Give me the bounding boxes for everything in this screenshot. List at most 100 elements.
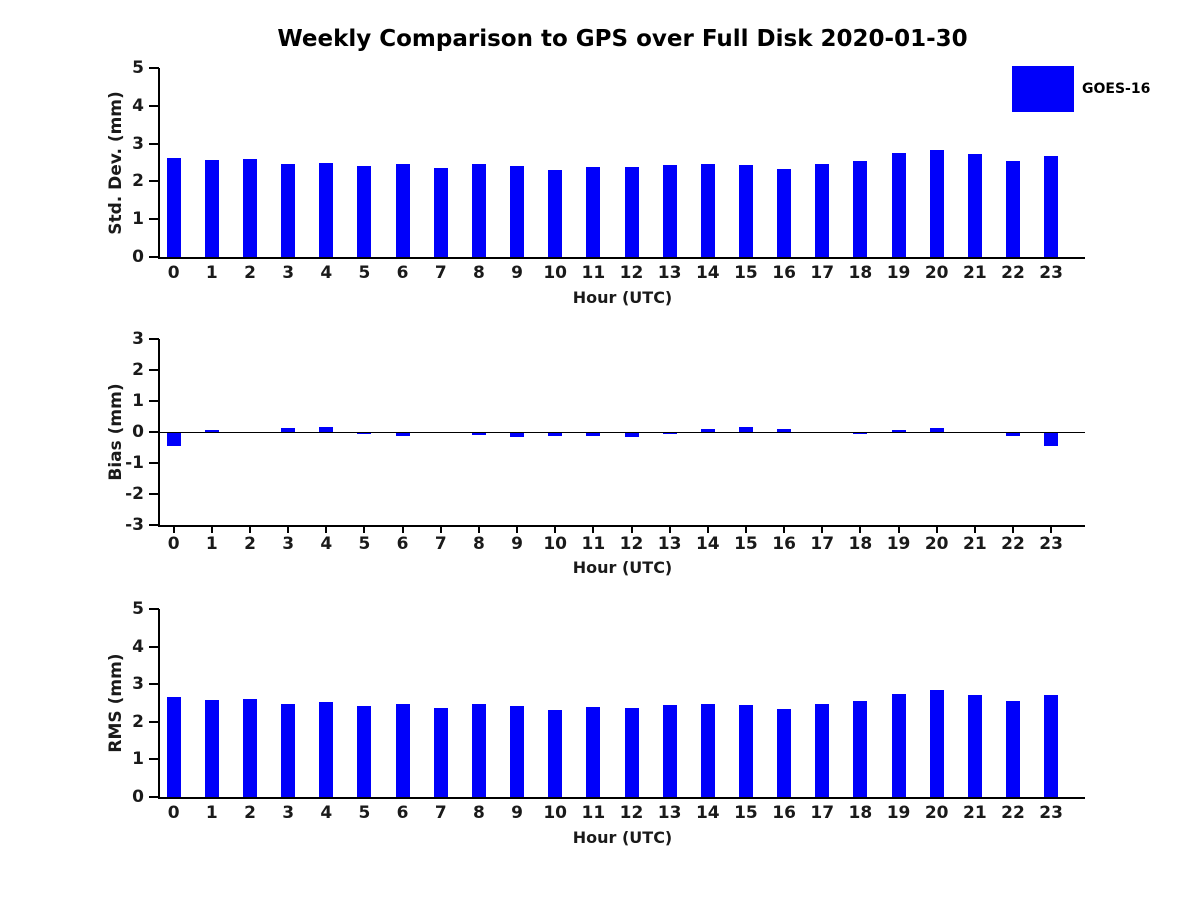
x-tick-label: 7 <box>434 534 447 554</box>
bar-hour-3 <box>281 164 296 257</box>
y-tick-label: 4 <box>132 636 144 657</box>
y-tick-label: 0 <box>132 787 144 807</box>
bar-hour-8 <box>471 704 486 797</box>
x-axis-spine <box>158 257 1085 259</box>
x-tick <box>401 527 404 533</box>
bar-hour-6 <box>395 432 410 436</box>
x-tick-label: 19 <box>886 263 911 283</box>
x-axis-spine <box>158 797 1085 799</box>
bar-hour-0 <box>166 696 181 797</box>
x-tick <box>859 527 862 533</box>
bar-hour-13 <box>662 705 677 797</box>
bar-hour-21 <box>967 694 982 797</box>
bar-hour-16 <box>777 168 792 257</box>
x-tick <box>287 527 290 533</box>
y-tick-label: 1 <box>132 209 144 230</box>
bar-hour-10 <box>548 169 563 257</box>
y-tick <box>149 796 159 798</box>
x-tick-label: 13 <box>657 534 682 554</box>
x-tick-label: 0 <box>167 263 180 283</box>
bar-hour-3 <box>281 428 296 432</box>
x-tick-label: 0 <box>167 534 180 554</box>
x-tick-label: 18 <box>848 534 873 554</box>
x-tick-label: 13 <box>657 803 682 823</box>
bar-hour-12 <box>624 167 639 257</box>
bar-hour-19 <box>891 153 906 257</box>
bar-hour-5 <box>357 432 372 434</box>
bar-hour-5 <box>357 165 372 257</box>
bar-hour-12 <box>624 707 639 797</box>
y-axis-spine <box>158 609 160 797</box>
y-tick-label: 0 <box>132 247 144 267</box>
x-tick-label: 8 <box>472 534 485 554</box>
x-tick-label: 11 <box>581 803 606 823</box>
x-tick-label: 17 <box>810 534 835 554</box>
x-tick <box>210 527 213 533</box>
bar-hour-11 <box>586 706 601 797</box>
y-axis-title: RMS (mm) <box>106 653 126 753</box>
x-tick-label: 15 <box>734 803 758 823</box>
x-tick-label: 3 <box>282 803 295 823</box>
y-tick <box>149 67 159 69</box>
y-tick <box>149 431 159 433</box>
bar-hour-2 <box>243 698 257 797</box>
bar-hour-6 <box>395 704 410 797</box>
y-tick-label: 2 <box>132 711 144 732</box>
bar-hour-18 <box>853 700 868 797</box>
x-tick-label: 18 <box>848 803 873 823</box>
y-tick-label: 5 <box>132 599 144 619</box>
y-tick-label: 5 <box>132 58 144 78</box>
bar-hour-1 <box>204 430 219 432</box>
bar-hour-19 <box>891 429 906 432</box>
x-tick-label: 22 <box>1001 263 1025 283</box>
x-tick-label: 14 <box>695 803 720 823</box>
x-tick-label: 15 <box>734 534 758 554</box>
y-axis-spine <box>158 339 160 525</box>
x-tick-label: 7 <box>434 263 447 283</box>
y-tick <box>149 142 159 145</box>
y-tick <box>149 104 159 107</box>
x-tick-label: 14 <box>695 534 720 554</box>
bar-hour-15 <box>738 426 753 432</box>
bar-hour-5 <box>357 706 372 797</box>
x-tick-label: 1 <box>205 263 218 283</box>
x-tick-label: 2 <box>244 534 256 554</box>
x-tick-label: 10 <box>543 803 568 823</box>
y-tick-label: 3 <box>132 133 144 154</box>
x-tick-label: 17 <box>810 803 835 823</box>
x-tick-label: 9 <box>511 263 523 283</box>
y-tick <box>149 608 159 610</box>
x-tick <box>973 527 976 533</box>
y-tick <box>149 400 159 402</box>
bar-hour-14 <box>700 428 715 432</box>
y-tick-label: 2 <box>132 171 144 192</box>
x-tick-label: 23 <box>1039 263 1063 283</box>
bar-hour-9 <box>510 166 525 257</box>
y-tick <box>149 645 159 648</box>
y-tick <box>149 462 159 464</box>
x-tick-label: 12 <box>619 263 644 283</box>
legend-swatch-goes16 <box>1012 66 1074 112</box>
x-tick-label: 23 <box>1039 534 1063 554</box>
bar-hour-23 <box>1044 432 1059 447</box>
bar-hour-10 <box>548 709 563 797</box>
x-tick <box>744 527 747 533</box>
bar-hour-22 <box>1006 161 1020 257</box>
bar-hour-9 <box>510 432 525 437</box>
x-tick-label: 9 <box>511 803 523 823</box>
bar-hour-21 <box>967 154 982 257</box>
x-tick-label: 16 <box>772 534 796 554</box>
y-tick-label: 1 <box>132 391 144 411</box>
bar-hour-4 <box>319 427 334 432</box>
bar-hour-2 <box>243 158 257 257</box>
x-tick <box>249 527 251 533</box>
bar-hour-11 <box>586 166 601 257</box>
x-tick-label: 21 <box>963 803 987 823</box>
x-tick-label: 3 <box>282 263 295 283</box>
x-tick <box>935 527 938 533</box>
bar-hour-13 <box>662 432 677 434</box>
y-tick-label: -2 <box>125 484 144 504</box>
y-tick <box>149 180 159 183</box>
